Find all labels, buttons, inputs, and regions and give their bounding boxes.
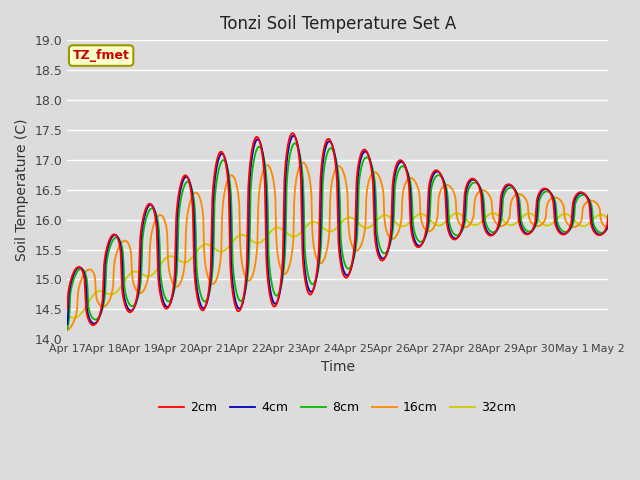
Text: TZ_fmet: TZ_fmet <box>73 49 129 62</box>
2cm <box>556 230 564 236</box>
16cm <box>300 160 307 166</box>
32cm <box>436 223 444 228</box>
16cm <box>182 228 190 234</box>
2cm <box>331 155 339 161</box>
2cm <box>206 276 214 282</box>
8cm <box>556 224 563 230</box>
32cm <box>63 313 71 319</box>
16cm <box>436 190 444 195</box>
4cm <box>205 288 213 294</box>
8cm <box>604 225 612 230</box>
8cm <box>330 149 338 155</box>
32cm <box>604 216 612 222</box>
8cm <box>63 326 71 332</box>
32cm <box>330 228 338 233</box>
4cm <box>289 133 297 139</box>
32cm <box>383 213 390 218</box>
16cm <box>604 225 612 231</box>
16cm <box>556 196 563 202</box>
4cm <box>63 321 71 327</box>
4cm <box>604 221 612 227</box>
4cm <box>556 228 563 234</box>
Legend: 2cm, 4cm, 8cm, 16cm, 32cm: 2cm, 4cm, 8cm, 16cm, 32cm <box>154 396 521 420</box>
2cm <box>383 249 391 255</box>
16cm <box>63 327 71 333</box>
16cm <box>205 277 213 283</box>
16cm <box>383 228 390 234</box>
Line: 4cm: 4cm <box>67 136 608 324</box>
8cm <box>291 140 299 146</box>
Y-axis label: Soil Temperature (C): Soil Temperature (C) <box>15 119 29 261</box>
4cm <box>436 170 444 176</box>
2cm <box>604 212 612 218</box>
Line: 2cm: 2cm <box>67 133 608 325</box>
32cm <box>556 213 564 219</box>
4cm <box>383 252 390 258</box>
4cm <box>182 174 190 180</box>
8cm <box>383 249 390 255</box>
2cm <box>289 130 296 136</box>
32cm <box>206 242 214 248</box>
32cm <box>490 210 497 216</box>
8cm <box>182 180 190 186</box>
16cm <box>330 170 338 176</box>
32cm <box>183 259 191 265</box>
2cm <box>183 173 191 179</box>
Line: 32cm: 32cm <box>67 213 608 318</box>
8cm <box>436 173 444 179</box>
Line: 8cm: 8cm <box>67 143 608 329</box>
2cm <box>89 322 97 328</box>
2cm <box>63 307 71 312</box>
Title: Tonzi Soil Temperature Set A: Tonzi Soil Temperature Set A <box>220 15 456 33</box>
8cm <box>205 290 213 296</box>
X-axis label: Time: Time <box>321 360 355 374</box>
Line: 16cm: 16cm <box>67 163 608 330</box>
4cm <box>330 148 338 154</box>
2cm <box>436 172 444 178</box>
32cm <box>70 315 78 321</box>
